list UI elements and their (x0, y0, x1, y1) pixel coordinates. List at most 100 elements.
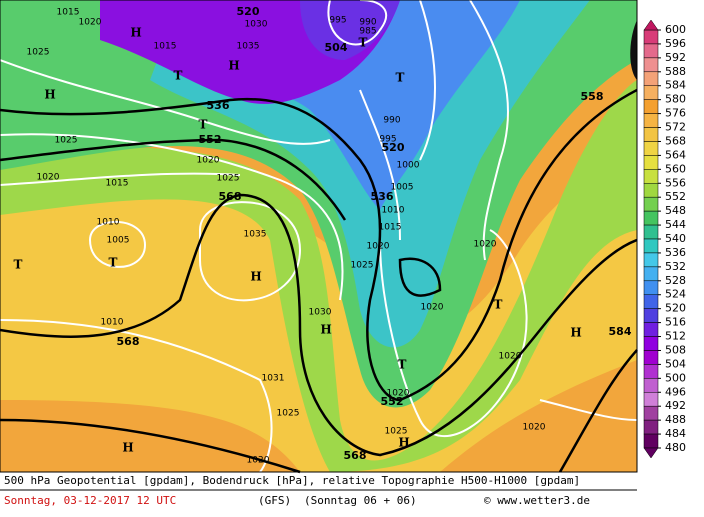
isobar-label: 1015 (154, 42, 177, 52)
isobar-label: 1010 (101, 318, 124, 328)
pressure-center: H (44, 88, 55, 102)
isobar-label: 1020 (79, 18, 102, 28)
colorbar-cell (643, 141, 659, 156)
colorbar-label: 520 (665, 302, 686, 315)
pressure-center: T (14, 258, 23, 272)
colorbar-cell (643, 29, 659, 45)
isobar-label: 1025 (27, 48, 50, 58)
footer-model: (GFS) (258, 494, 291, 507)
pressure-center: T (359, 36, 368, 50)
colorbar-label: 560 (665, 162, 686, 175)
isobar-label: 1015 (57, 8, 80, 18)
colorbar-cell (643, 196, 659, 212)
colorbar-arrow-top (643, 19, 659, 31)
isobar-label: 1025 (277, 409, 300, 419)
colorbar-label: 584 (665, 79, 686, 92)
pressure-center: H (320, 323, 331, 337)
isobar-label: 1020 (474, 240, 497, 250)
colorbar-cell (643, 378, 659, 393)
height-contour (0, 88, 638, 402)
colorbar-cell (643, 210, 659, 226)
isobar-label: 1035 (237, 42, 260, 52)
isobar-label: 1025 (217, 174, 240, 184)
pressure-center: H (250, 270, 261, 284)
pressure-center: T (174, 69, 183, 83)
colorbar-label: 576 (665, 107, 686, 120)
isobar-label: 985 (359, 27, 376, 37)
isobar-label: 1010 (382, 206, 405, 216)
isobar-label: 1020 (197, 156, 220, 166)
isobars (0, 0, 638, 438)
isobar (88, 220, 147, 268)
colorbar-cell (643, 71, 659, 86)
isobar-label: 1035 (244, 230, 267, 240)
isobar-label: 1010 (97, 218, 120, 228)
colorbar-label: 528 (665, 274, 686, 287)
colorbar-label: 480 (665, 441, 686, 454)
isobar (419, 0, 436, 161)
isobar (0, 133, 344, 301)
height-contour (398, 257, 442, 297)
height-contours (0, 88, 638, 474)
isobar-label: 995 (329, 16, 346, 26)
colorbar-label: 580 (665, 93, 686, 106)
isobar-label: 1020 (387, 389, 410, 399)
colorbar-label: 596 (665, 37, 686, 50)
isobar-label: 1005 (107, 236, 130, 246)
colorbar-label: 564 (665, 148, 686, 161)
isobar (359, 89, 401, 241)
colorbar-cell (643, 85, 659, 100)
colorbar-cell (643, 405, 659, 421)
field-green (0, 80, 637, 472)
isobar-label: 1025 (351, 261, 374, 271)
isobar-label: 995 (379, 135, 396, 145)
colorbar-label: 588 (665, 65, 686, 78)
colorbar-label: 504 (665, 357, 686, 370)
pressure-center: H (570, 326, 581, 340)
height-label: 552 (381, 395, 404, 408)
pressure-center: T (398, 358, 407, 372)
colorbar-label: 488 (665, 413, 686, 426)
colorbar-label: 572 (665, 121, 686, 134)
colorbar-cell (643, 183, 659, 198)
colorbar-cell (643, 308, 659, 323)
pressure-center: H (398, 436, 409, 450)
pressure-center: T (109, 256, 118, 270)
colorbar-cell (643, 238, 659, 254)
colorbar-label: 484 (665, 427, 686, 440)
height-label: 584 (609, 325, 632, 338)
height-contour (558, 349, 638, 473)
colorbar-cell (643, 252, 659, 268)
isobar-label: 1015 (106, 179, 129, 189)
height-label: 552 (199, 133, 222, 146)
colorbar-label: 524 (665, 288, 686, 301)
pressure-center: H (228, 59, 239, 73)
isobar-label: 1020 (367, 242, 390, 252)
colorbar-label: 496 (665, 385, 686, 398)
footer-run: (Sonntag 06 + 06) (304, 494, 417, 507)
height-label: 536 (207, 99, 230, 112)
isobar-label: 1025 (385, 427, 408, 437)
isobar-label: 1025 (55, 136, 78, 146)
isobar-label: 990 (383, 116, 400, 126)
colorbar-cell (643, 350, 659, 365)
isobar (0, 59, 331, 145)
isobar-label: 1030 (309, 308, 332, 318)
colorbar-arrow-bottom (643, 447, 659, 459)
footer-date: Sonntag, 03-12-2017 12 UTC (4, 494, 176, 507)
pressure-center: H (122, 441, 133, 455)
pressure-center: T (199, 118, 208, 132)
colorbar-cell (643, 169, 659, 184)
colorbar-label: 552 (665, 190, 686, 203)
colorbar-cell (643, 155, 659, 170)
isobar (379, 229, 528, 438)
height-label: 520 (237, 5, 260, 18)
field-dark (630, 20, 637, 80)
pressure-center: H (130, 26, 141, 40)
colorbar-cell (643, 266, 659, 282)
colorbar-label: 568 (665, 134, 686, 147)
colorbar-label: 592 (665, 51, 686, 64)
isobar-label: 1030 (245, 20, 268, 30)
isobar-label: 1020 (523, 423, 546, 433)
